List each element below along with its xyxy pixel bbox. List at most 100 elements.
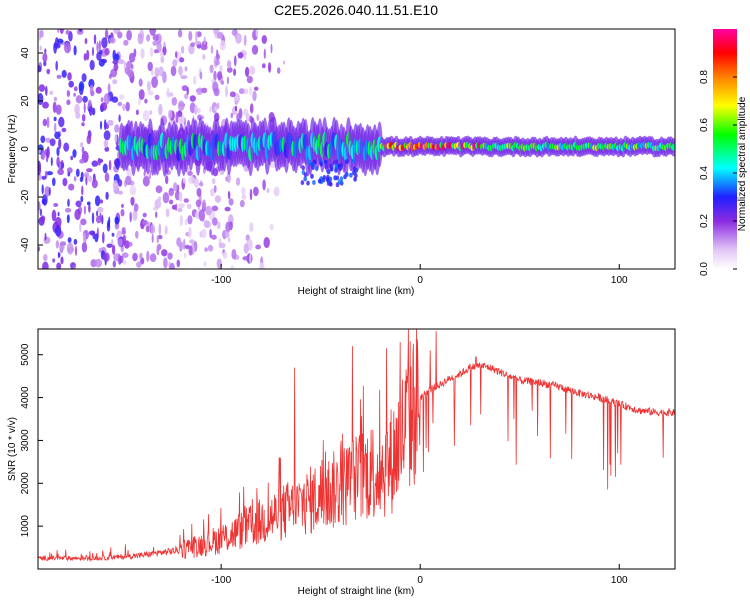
spectrogram-noise-speck: [52, 101, 57, 114]
spectrogram-noise-speck: [132, 209, 138, 221]
spectrogram-band-tail: [303, 176, 308, 182]
spectrogram-noise-speck: [41, 175, 47, 180]
spectrogram-noise-speck: [73, 86, 78, 92]
spectrogram-noise-speck: [119, 255, 124, 264]
spectrogram-noise-speck: [147, 90, 154, 96]
spectrogram-noise-speck: [114, 53, 120, 61]
spectrogram-noise-speck: [256, 114, 260, 122]
spectrogram-noise-speck: [86, 135, 92, 145]
spectrogram-x-tick-label: 100: [611, 275, 628, 286]
spectrogram-noise-speck: [108, 159, 112, 171]
spectrogram-noise-speck: [56, 262, 62, 269]
spectrogram-noise-speck: [73, 45, 77, 56]
spectrogram-noise-speck: [43, 236, 51, 244]
spectrogram-noise-speck: [141, 220, 148, 226]
spectrogram-noise-speck: [184, 244, 190, 250]
spectrogram-noise-speck: [96, 41, 99, 53]
spectrogram-band-tail: [317, 178, 322, 184]
spectrogram-noise-speck: [199, 182, 204, 187]
spectrogram-band-tail: [312, 159, 317, 165]
spectrogram-noise-speck: [181, 85, 188, 92]
spectrogram-y-tick-label: 40: [20, 47, 31, 59]
spectrogram-noise-speck: [48, 187, 51, 196]
spectrogram-noise-speck: [107, 83, 111, 93]
spectrogram-noise-speck: [198, 209, 205, 222]
spectrogram-noise-speck: [66, 214, 70, 224]
spectrogram-band-tail: [310, 173, 314, 179]
spectrogram-noise-speck: [129, 211, 132, 223]
spectrogram-noise-speck: [112, 79, 118, 85]
spectrogram-noise-speck: [142, 212, 147, 218]
snr-x-tick-label: 0: [417, 575, 423, 586]
spectrogram-noise-speck: [86, 168, 93, 173]
spectrogram-noise-speck: [222, 251, 228, 259]
spectrogram-noise-speck: [179, 214, 183, 227]
spectrogram-noise-speck: [150, 224, 156, 235]
spectrogram-noise-speck: [118, 59, 125, 65]
spectrogram-noise-speck: [225, 85, 228, 98]
spectrogram-noise-speck: [186, 203, 192, 209]
snr-frame: [37, 328, 676, 570]
spectrogram-noise-speck: [58, 162, 62, 169]
spectrogram-noise-speck: [91, 107, 96, 116]
spectrogram-noise-speck: [255, 29, 259, 38]
spectrogram-band-tail: [319, 161, 324, 167]
spectrogram-noise-speck: [94, 233, 99, 243]
spectrogram-noise-speck: [270, 43, 273, 54]
spectrogram-noise-speck: [86, 49, 90, 61]
spectrogram-y-tick-label: -40: [20, 237, 31, 252]
spectrogram-noise-speck: [68, 183, 75, 191]
spectrogram-noise-speck: [81, 146, 85, 154]
spectrogram-noise-speck: [43, 61, 47, 67]
spectrogram-noise-speck: [117, 238, 123, 247]
spectrogram-noise-speck: [97, 157, 102, 166]
spectrogram-noise-speck: [218, 242, 226, 249]
spectrogram-noise-speck: [104, 146, 110, 152]
spectrogram-noise-speck: [277, 67, 281, 74]
spectrogram-noise-speck: [57, 211, 60, 217]
spectrogram-noise-speck: [207, 244, 214, 252]
spectrogram-x-tick-label: 0: [417, 275, 423, 286]
spectrogram-noise-speck: [100, 102, 108, 111]
spectrogram-noise-speck: [165, 175, 169, 185]
spectrogram-noise-speck: [55, 60, 58, 71]
spectrogram-noise-speck: [63, 142, 70, 152]
spectrogram-noise-speck: [228, 198, 234, 206]
snr-x-tick-label: -100: [211, 575, 231, 586]
spectrogram-noise-speck: [40, 135, 46, 144]
spectrogram-noise-speck: [188, 245, 193, 256]
spectrogram-noise-speck: [211, 178, 216, 185]
spectrogram-band-tail: [334, 167, 338, 173]
spectrogram-noise-speck: [114, 134, 118, 143]
spectrogram-noise-speck: [152, 40, 158, 46]
spectrogram-noise-speck: [249, 103, 254, 114]
snr-y-label: SNR (10 * v/v): [7, 417, 18, 481]
spectrogram-noise-speck: [97, 206, 104, 213]
spectrogram-noise-speck: [50, 156, 53, 167]
spectrogram-noise-speck: [70, 155, 74, 161]
spectrogram-band-tail: [307, 160, 312, 166]
spectrogram-panel: -100 0 100 -40 -20 0 20 40 Height of straight …: [7, 28, 676, 297]
spectrogram-noise-speck: [226, 171, 231, 184]
spectrogram-noise-speck: [74, 103, 80, 115]
spectrogram-band-tail: [329, 181, 333, 187]
spectrogram-noise-speck: [73, 176, 77, 182]
spectrogram-noise-speck: [84, 38, 88, 45]
spectrogram-noise-speck: [91, 212, 95, 225]
spectrogram-noise-speck: [169, 189, 174, 196]
spectrogram-band-tail: [326, 176, 330, 182]
spectrogram-noise-speck: [197, 107, 201, 114]
spectrogram-noise-speck: [149, 110, 153, 115]
spectrogram-noise-speck: [155, 185, 163, 194]
snr-panel: -100 0 100 1000 2000 3000 4000 5000 Height of …: [7, 328, 676, 597]
spectrogram-noise-speck: [61, 69, 67, 78]
spectrogram-noise-speck: [158, 103, 163, 116]
spectrogram-noise-speck: [203, 220, 210, 228]
spectrogram-noise-speck: [168, 109, 173, 120]
spectrogram-noise-speck: [81, 114, 86, 122]
spectrogram-noise-speck: [103, 119, 107, 131]
spectrogram-noise-speck: [252, 90, 257, 102]
spectrogram-noise-speck: [103, 130, 111, 141]
spectrogram-noise-speck: [201, 199, 207, 210]
spectrogram-noise-speck: [189, 95, 196, 102]
